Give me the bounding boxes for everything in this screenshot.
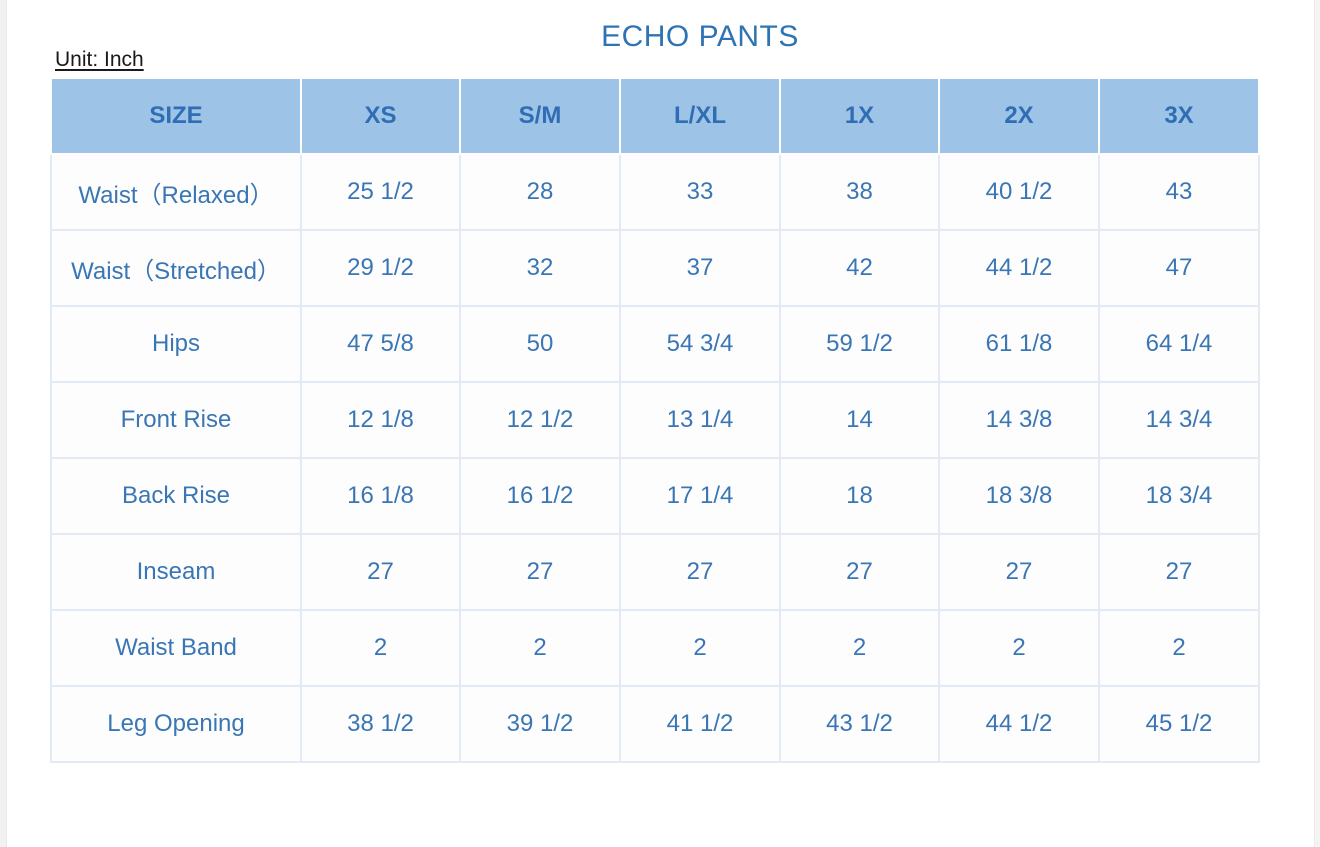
- size-value-cell: 14 3/4: [1098, 381, 1260, 459]
- unit-label: Unit: Inch: [55, 48, 144, 71]
- size-value-cell: 50: [459, 305, 621, 383]
- size-value-cell: 38: [779, 153, 940, 231]
- column-header-2x: 2X: [938, 77, 1100, 155]
- size-value-cell: 18 3/4: [1098, 457, 1260, 535]
- size-value-cell: 16 1/2: [459, 457, 621, 535]
- table-row-waist-stretched: Waist（Stretched） 29 1/2 32 37 42 44 1/2 …: [50, 229, 1260, 307]
- size-value-cell: 45 1/2: [1098, 685, 1260, 763]
- size-value-cell: 25 1/2: [300, 153, 461, 231]
- size-value-cell: 42: [779, 229, 940, 307]
- size-chart-header: SIZE XS S/M L/XL 1X 2X 3X: [50, 77, 1260, 155]
- row-label: Front Rise: [50, 381, 302, 459]
- column-header-sm: S/M: [459, 77, 621, 155]
- size-value-cell: 27: [938, 533, 1100, 611]
- row-label: Inseam: [50, 533, 302, 611]
- table-row-back-rise: Back Rise 16 1/8 16 1/2 17 1/4 18 18 3/8…: [50, 457, 1260, 535]
- size-value-cell: 2: [779, 609, 940, 687]
- size-value-cell: 2: [300, 609, 461, 687]
- size-value-cell: 32: [459, 229, 621, 307]
- size-value-cell: 13 1/4: [619, 381, 781, 459]
- size-value-cell: 54 3/4: [619, 305, 781, 383]
- size-value-cell: 28: [459, 153, 621, 231]
- size-value-cell: 44 1/2: [938, 229, 1100, 307]
- page-title: ECHO PANTS: [601, 20, 799, 53]
- table-row-leg-opening: Leg Opening 38 1/2 39 1/2 41 1/2 43 1/2 …: [50, 685, 1260, 763]
- size-value-cell: 27: [300, 533, 461, 611]
- row-label: Waist（Stretched）: [50, 229, 302, 307]
- size-value-cell: 12 1/2: [459, 381, 621, 459]
- size-value-cell: 61 1/8: [938, 305, 1100, 383]
- size-value-cell: 43 1/2: [779, 685, 940, 763]
- size-value-cell: 2: [1098, 609, 1260, 687]
- size-value-cell: 18 3/8: [938, 457, 1100, 535]
- size-value-cell: 59 1/2: [779, 305, 940, 383]
- page-left-edge: [0, 0, 7, 847]
- size-value-cell: 40 1/2: [938, 153, 1100, 231]
- size-value-cell: 27: [459, 533, 621, 611]
- size-value-cell: 27: [619, 533, 781, 611]
- size-chart-body: Waist（Relaxed） 25 1/2 28 33 38 40 1/2 43…: [50, 153, 1260, 763]
- column-header-size: SIZE: [50, 77, 302, 155]
- size-value-cell: 44 1/2: [938, 685, 1100, 763]
- header-row: SIZE XS S/M L/XL 1X 2X 3X: [50, 77, 1260, 155]
- column-header-1x: 1X: [779, 77, 940, 155]
- table-row-front-rise: Front Rise 12 1/8 12 1/2 13 1/4 14 14 3/…: [50, 381, 1260, 459]
- size-value-cell: 18: [779, 457, 940, 535]
- size-value-cell: 47: [1098, 229, 1260, 307]
- size-value-cell: 33: [619, 153, 781, 231]
- size-value-cell: 2: [938, 609, 1100, 687]
- size-value-cell: 27: [1098, 533, 1260, 611]
- row-label: Waist（Relaxed）: [50, 153, 302, 231]
- table-row-waist-band: Waist Band 2 2 2 2 2 2: [50, 609, 1260, 687]
- size-value-cell: 38 1/2: [300, 685, 461, 763]
- size-value-cell: 39 1/2: [459, 685, 621, 763]
- size-value-cell: 47 5/8: [300, 305, 461, 383]
- size-value-cell: 64 1/4: [1098, 305, 1260, 383]
- size-value-cell: 14 3/8: [938, 381, 1100, 459]
- size-value-cell: 41 1/2: [619, 685, 781, 763]
- size-value-cell: 17 1/4: [619, 457, 781, 535]
- size-value-cell: 16 1/8: [300, 457, 461, 535]
- size-value-cell: 37: [619, 229, 781, 307]
- row-label: Hips: [50, 305, 302, 383]
- size-value-cell: 14: [779, 381, 940, 459]
- size-value-cell: 2: [619, 609, 781, 687]
- column-header-xs: XS: [300, 77, 461, 155]
- table-row-hips: Hips 47 5/8 50 54 3/4 59 1/2 61 1/8 64 1…: [50, 305, 1260, 383]
- size-value-cell: 2: [459, 609, 621, 687]
- size-value-cell: 29 1/2: [300, 229, 461, 307]
- table-row-inseam: Inseam 27 27 27 27 27 27: [50, 533, 1260, 611]
- column-header-lxl: L/XL: [619, 77, 781, 155]
- row-label: Leg Opening: [50, 685, 302, 763]
- page-right-edge: [1314, 0, 1320, 847]
- table-row-waist-relaxed: Waist（Relaxed） 25 1/2 28 33 38 40 1/2 43: [50, 153, 1260, 231]
- column-header-3x: 3X: [1098, 77, 1260, 155]
- size-value-cell: 43: [1098, 153, 1260, 231]
- row-label: Back Rise: [50, 457, 302, 535]
- size-chart-table: SIZE XS S/M L/XL 1X 2X 3X Waist（Relaxed）…: [50, 77, 1260, 763]
- size-value-cell: 12 1/8: [300, 381, 461, 459]
- row-label: Waist Band: [50, 609, 302, 687]
- size-value-cell: 27: [779, 533, 940, 611]
